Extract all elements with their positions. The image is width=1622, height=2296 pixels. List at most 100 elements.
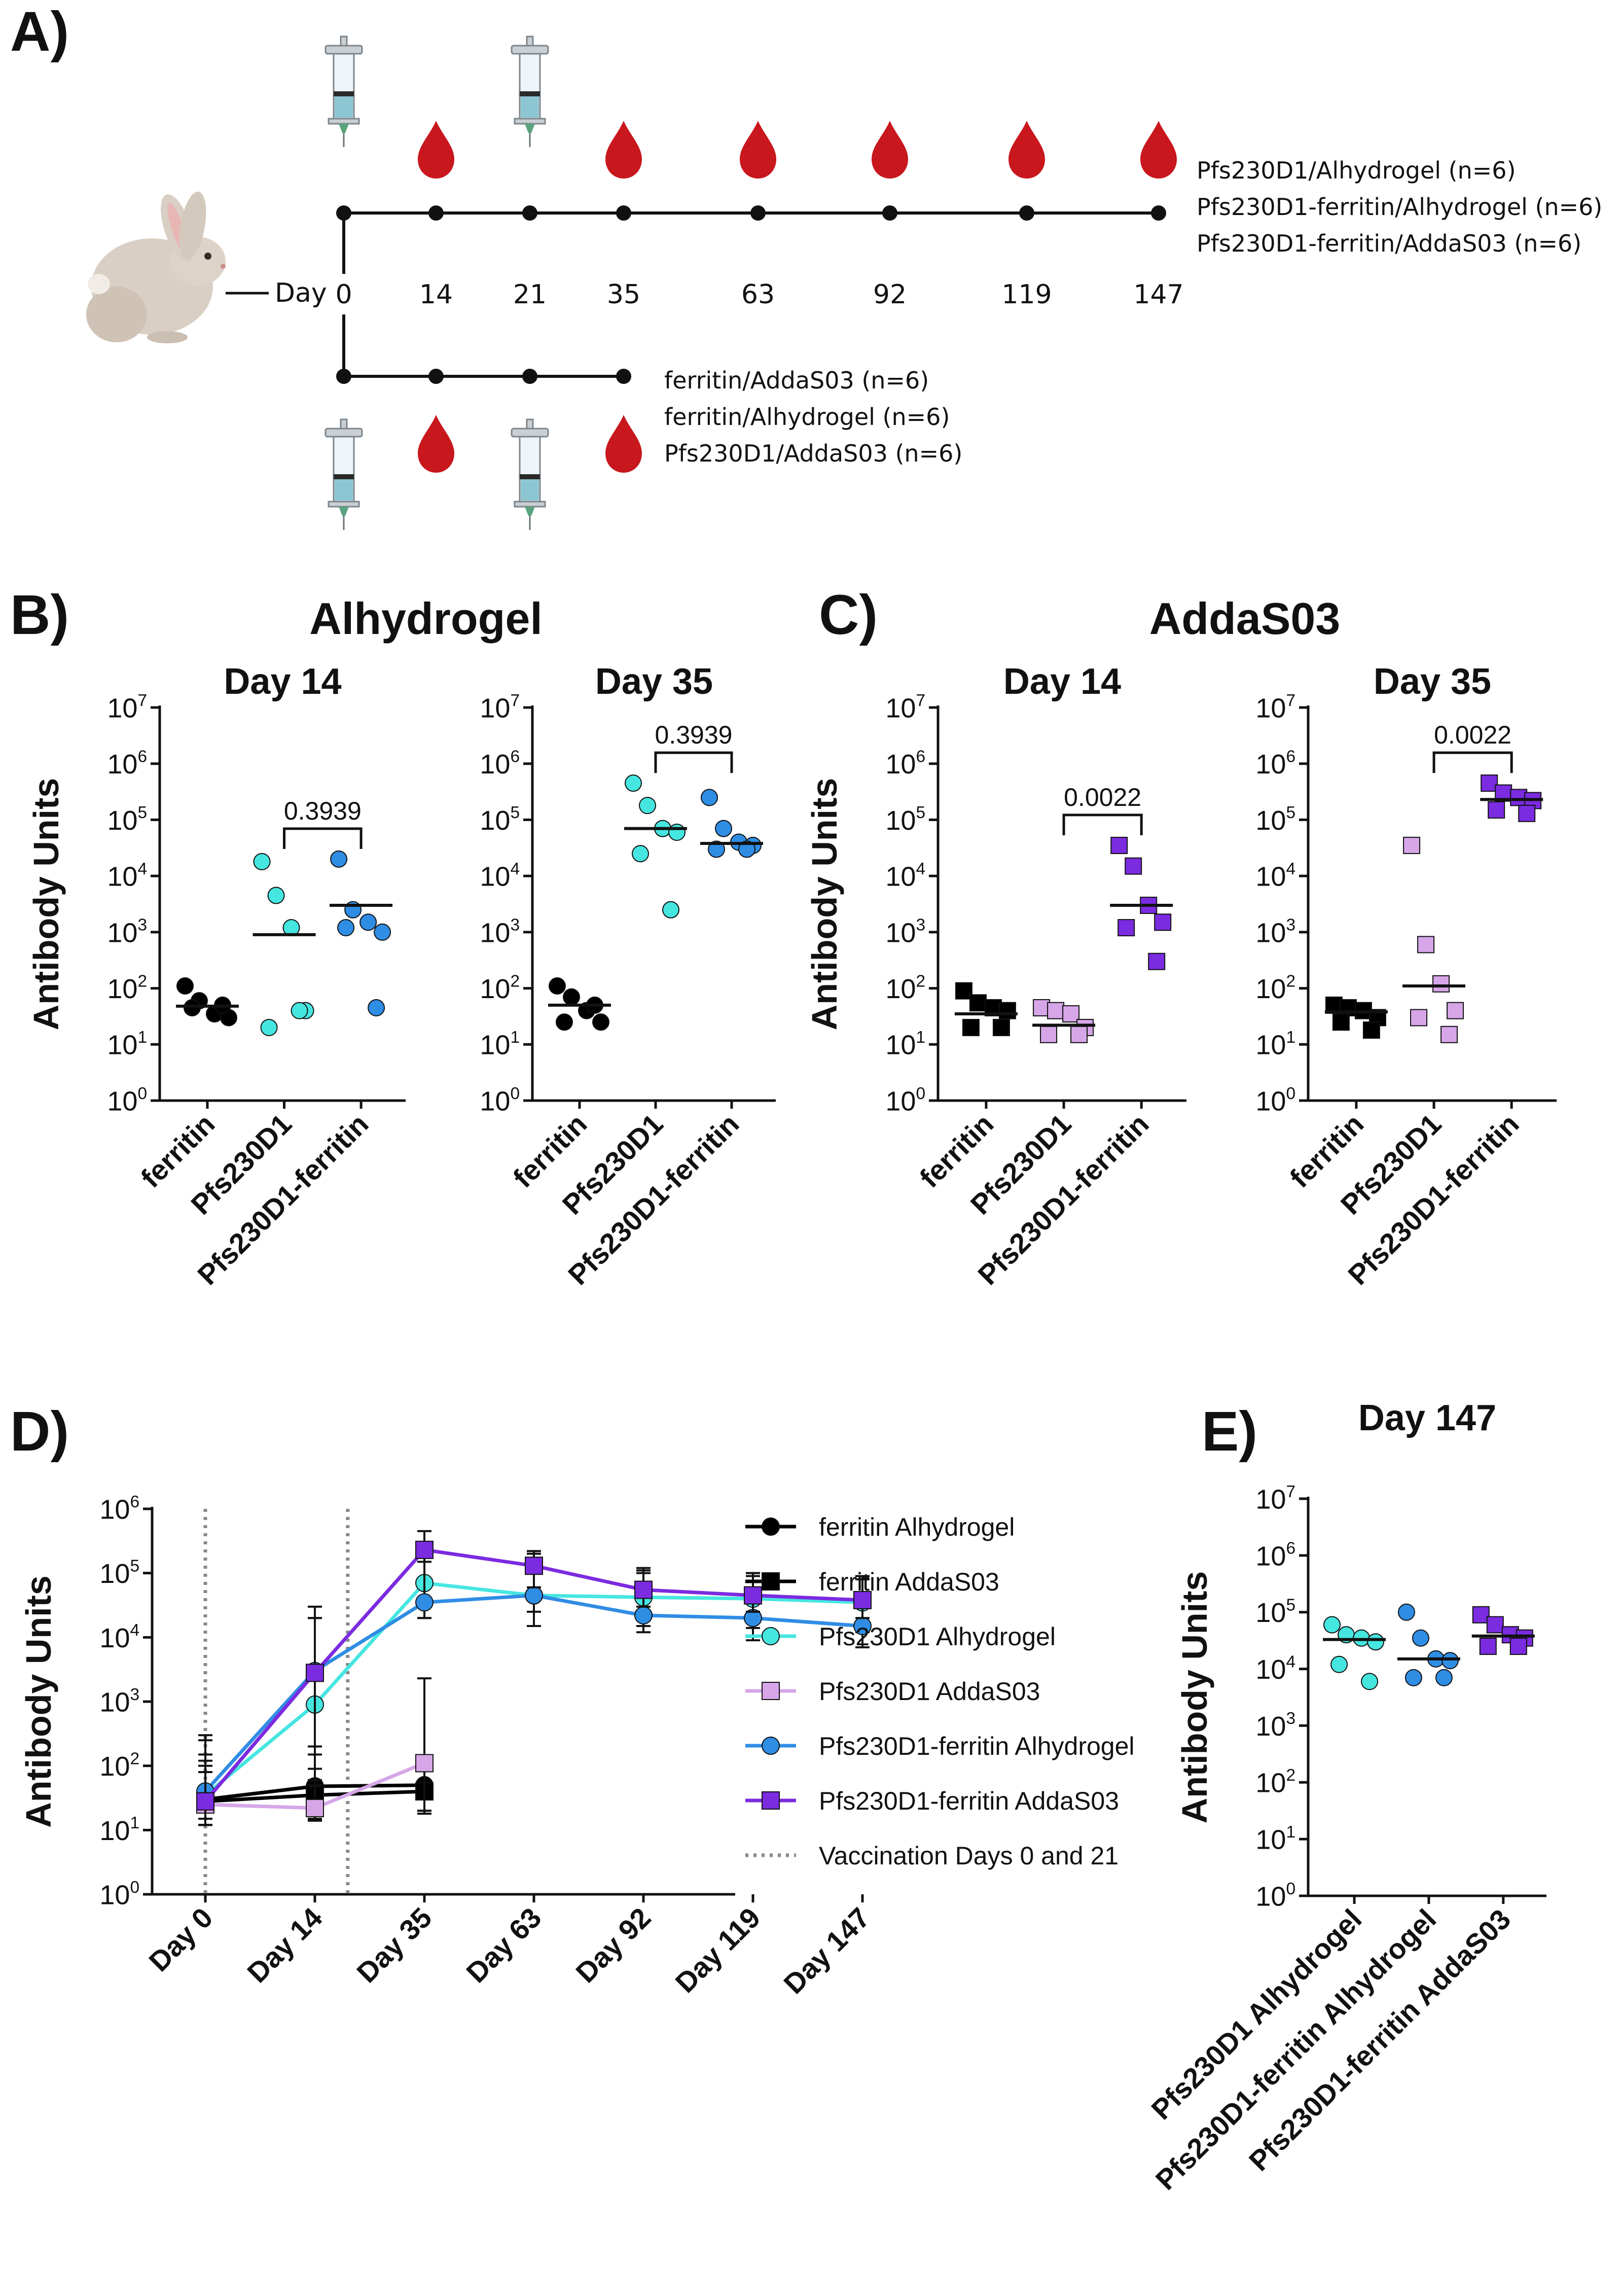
data-point bbox=[1323, 1616, 1341, 1634]
chart-title: Day 14 bbox=[224, 661, 341, 702]
data-point bbox=[762, 1737, 780, 1755]
data-point bbox=[525, 1586, 543, 1605]
data-point bbox=[415, 1754, 434, 1773]
x-tick-label: Day 14 bbox=[241, 1901, 328, 1989]
data-point bbox=[415, 1593, 434, 1612]
data-point bbox=[260, 1018, 278, 1036]
data-point bbox=[632, 845, 649, 863]
group-ferritin bbox=[175, 977, 239, 1027]
data-point bbox=[1110, 836, 1128, 854]
group-pfs230d1 bbox=[1402, 836, 1466, 1043]
timepoint-dot bbox=[616, 369, 631, 384]
y-tick-label: 107 bbox=[1255, 691, 1295, 724]
data-point bbox=[853, 1591, 872, 1609]
data-point bbox=[668, 823, 686, 841]
y-tick-label: 106 bbox=[107, 747, 147, 780]
data-point bbox=[1412, 1629, 1429, 1647]
y-tick-label: 101 bbox=[1255, 1823, 1295, 1855]
timepoint-dot bbox=[428, 205, 444, 221]
panel-a: A) Day 0 14 21 35 63 92 119 147 Pfs230D1/Alhydr… bbox=[10, 1, 1602, 531]
data-point bbox=[1397, 1603, 1415, 1621]
data-point bbox=[549, 977, 566, 995]
data-point bbox=[337, 919, 355, 937]
data-point bbox=[415, 1540, 434, 1559]
chart-day147: 100 101 102 103 104 105 106 107 Day 147 Antibody … bbox=[1145, 1398, 1546, 2196]
data-point bbox=[267, 887, 285, 904]
timepoint-dot bbox=[522, 205, 537, 221]
data-point bbox=[196, 1792, 214, 1811]
data-point bbox=[962, 1018, 980, 1036]
timepoint-dot bbox=[882, 205, 897, 221]
data-point bbox=[556, 1013, 573, 1031]
blood-drop-icon bbox=[605, 415, 642, 473]
data-point bbox=[1040, 1026, 1058, 1043]
y-tick-label: 101 bbox=[107, 1028, 147, 1061]
data-point bbox=[1404, 1669, 1422, 1686]
blood-drop-icon bbox=[418, 415, 454, 473]
legend-item: Pfs230D1-ferritin Alhydrogel bbox=[745, 1732, 1135, 1760]
group-pfs230d1-ferritin bbox=[1480, 774, 1543, 822]
y-tick-label: 100 bbox=[107, 1084, 147, 1117]
y-axis-label: Antibody Units bbox=[26, 778, 66, 1031]
data-point bbox=[1148, 952, 1166, 970]
panel-c-title: AddaS03 bbox=[1149, 593, 1341, 644]
top-group-2: Pfs230D1-ferritin/Alhydrogel (n=6) bbox=[1197, 193, 1602, 221]
p-value-label: 0.3939 bbox=[284, 797, 362, 825]
group-pfs230d1-alhydrogel bbox=[1323, 1616, 1386, 1690]
y-tick-label: 106 bbox=[1255, 1539, 1295, 1572]
chart-title: Day 35 bbox=[595, 661, 713, 702]
x-tick-label: Day 147 bbox=[777, 1901, 876, 2000]
chart-alhydrogel-day14: 100 101 102 103 104 105 106 107 Day 14 Antibody U… bbox=[26, 661, 406, 1291]
significance-bracket bbox=[654, 751, 733, 773]
syringe-icon bbox=[325, 418, 363, 531]
data-point bbox=[762, 1791, 780, 1810]
legend-label: Pfs230D1-ferritin Alhydrogel bbox=[819, 1732, 1135, 1760]
y-tick-label: 106 bbox=[99, 1493, 139, 1525]
y-tick-label: 105 bbox=[107, 803, 147, 836]
legend-label: ferritin Alhydrogel bbox=[819, 1513, 1015, 1541]
y-tick-label: 104 bbox=[480, 860, 520, 892]
timepoint-day-label: 119 bbox=[1001, 279, 1052, 310]
group-pfs230d1 bbox=[253, 853, 316, 1036]
bottom-group-1: ferritin/AddaS03 (n=6) bbox=[664, 367, 929, 394]
timepoint-dot bbox=[522, 369, 537, 384]
timecourse-legend: ferritin Alhydrogel ferritin AddaS03 Pfs23… bbox=[745, 1513, 1135, 1870]
data-point bbox=[1447, 1002, 1464, 1019]
legend-item: ferritin AddaS03 bbox=[745, 1568, 999, 1596]
panel-e-label: E) bbox=[1202, 1400, 1257, 1463]
chart-title: Day 14 bbox=[1003, 661, 1121, 702]
panel-d-label: D) bbox=[10, 1400, 69, 1463]
panel-b-label: B) bbox=[10, 584, 69, 646]
data-point bbox=[1125, 857, 1142, 875]
timepoint-day-label: 14 bbox=[419, 279, 453, 310]
panel-a-label: A) bbox=[10, 1, 69, 63]
x-tick-label: Pfs230D1-ferritin Alhydrogel bbox=[1149, 1903, 1443, 2196]
data-point bbox=[1070, 1026, 1088, 1043]
y-tick-label: 102 bbox=[885, 972, 925, 1004]
y-tick-label: 106 bbox=[480, 747, 520, 780]
y-axis-label: Antibody Units bbox=[19, 1575, 58, 1828]
y-tick-label: 100 bbox=[99, 1878, 139, 1911]
panel-c-label: C) bbox=[819, 584, 878, 646]
chart-addas03-day14: 100 101 102 103 104 105 106 107 Day 14 Antibody U… bbox=[805, 661, 1186, 1291]
y-tick-label: 104 bbox=[99, 1621, 139, 1653]
timeline-top: 0 14 21 35 63 92 119 147 bbox=[325, 36, 1184, 310]
data-point bbox=[306, 1664, 324, 1682]
data-point bbox=[374, 923, 391, 941]
data-point bbox=[1509, 1638, 1527, 1655]
data-point bbox=[563, 988, 580, 1006]
y-tick-label: 107 bbox=[1255, 1482, 1295, 1515]
data-point bbox=[634, 1606, 653, 1624]
timepoint-dot bbox=[1151, 205, 1166, 221]
series-pfs230d1-ferritin-addas03 bbox=[196, 1530, 872, 1826]
data-point bbox=[1403, 836, 1421, 854]
data-point bbox=[592, 1013, 609, 1031]
data-point bbox=[969, 994, 987, 1012]
timepoint-dot bbox=[616, 205, 631, 221]
y-tick-label: 103 bbox=[480, 916, 520, 948]
data-point bbox=[715, 820, 732, 837]
y-tick-label: 100 bbox=[1255, 1084, 1295, 1117]
data-point bbox=[992, 1018, 1010, 1036]
data-point bbox=[625, 774, 642, 792]
